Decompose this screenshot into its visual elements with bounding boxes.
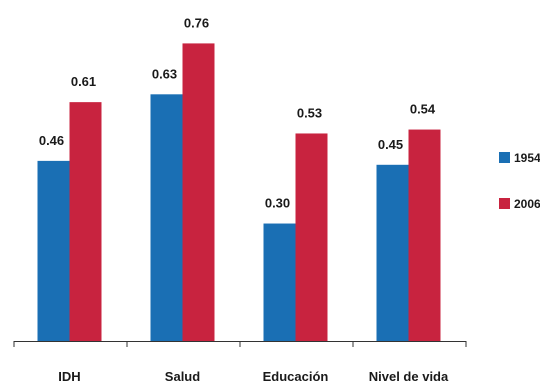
bar-1954-0 [37, 160, 70, 341]
bars-layer [37, 43, 441, 341]
value-label: 0.53 [297, 105, 322, 120]
legend-label-1954: 1954 [514, 151, 540, 165]
legend-swatch-2006 [499, 198, 510, 209]
x-tick-label: Educación [263, 369, 329, 384]
value-label: 0.45 [378, 137, 403, 152]
value-label: 0.30 [265, 196, 290, 211]
bar-2006-2 [295, 133, 328, 341]
x-axis: IDH Salud Educación Nivel de vida [13, 341, 467, 384]
bar-2006-0 [69, 102, 102, 341]
value-label: 0.54 [410, 102, 436, 117]
legend: 1954 2006 [499, 151, 540, 211]
x-tick-label: Nivel de vida [369, 369, 449, 384]
x-tick-label: Salud [165, 369, 200, 384]
bar-2006-1 [182, 43, 215, 341]
value-label: 0.46 [39, 133, 64, 148]
value-labels-layer: 0.46 0.61 0.63 0.76 0.30 0.53 0.45 0.54 [39, 15, 436, 210]
x-tick-label: IDH [58, 369, 80, 384]
bar-2006-3 [408, 129, 441, 341]
legend-label-2006: 2006 [514, 197, 540, 211]
bar-1954-2 [263, 223, 296, 341]
bar-1954-3 [376, 164, 409, 341]
value-label: 0.63 [152, 66, 177, 81]
bar-1954-1 [150, 94, 183, 341]
value-label: 0.76 [184, 15, 209, 30]
legend-swatch-1954 [499, 152, 510, 163]
value-label: 0.61 [71, 74, 96, 89]
